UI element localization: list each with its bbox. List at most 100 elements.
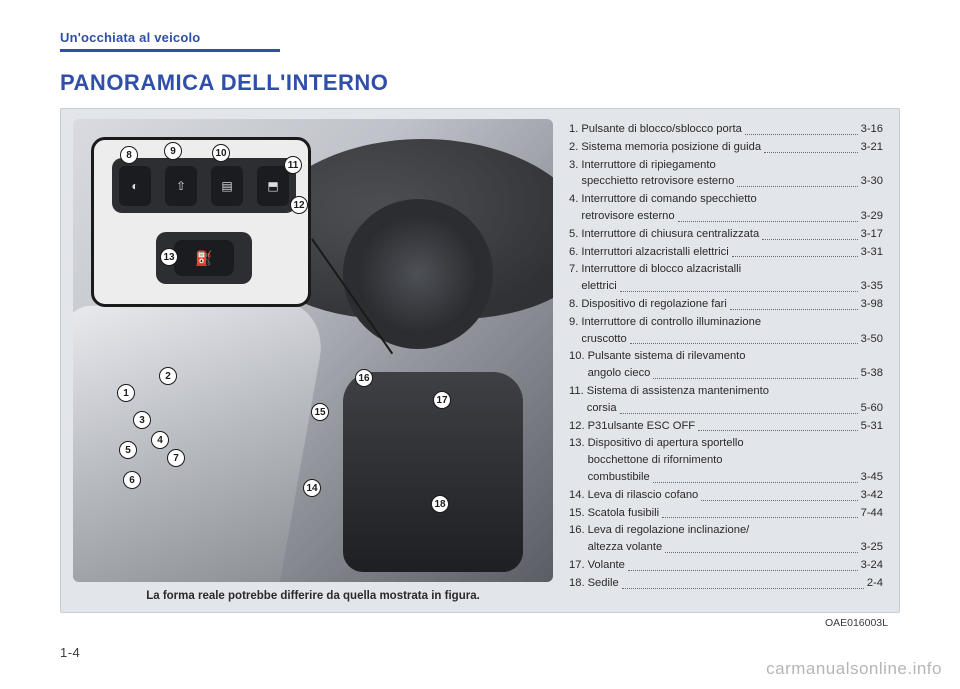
list-item: 14.Leva di rilascio cofano 3-42 (569, 487, 883, 504)
item-body: Leva di rilascio cofano 3-42 (585, 487, 883, 504)
item-line: Dispositivo di regolazione fari3-98 (581, 296, 883, 313)
callout-marker: 3 (133, 411, 151, 429)
leader-dots (745, 121, 858, 135)
item-text: Leva di regolazione inclinazione/ (588, 522, 750, 539)
item-number: 3. (569, 157, 578, 191)
item-body: Dispositivo di regolazione fari3-98 (578, 296, 883, 313)
figure-code: OAE016003L (60, 617, 900, 629)
leader-dots (620, 400, 858, 414)
callout-marker: 14 (303, 479, 321, 497)
item-text: Pulsante di blocco/sblocco porta (581, 121, 741, 138)
item-text: Interruttori alzacristalli elettrici (581, 244, 728, 261)
leader-dots (653, 469, 858, 483)
item-ref: 3-16 (861, 121, 883, 138)
item-line: Sedile2-4 (588, 575, 883, 592)
inset-button: ▤ (211, 166, 243, 206)
item-number: 7. (569, 261, 578, 295)
item-text: Sistema di assistenza mantenimento (587, 383, 769, 400)
list-item: 4.Interruttore di comando specchiettoret… (569, 191, 883, 225)
callout-marker: 9 (164, 142, 182, 160)
callout-marker: 10 (212, 144, 230, 162)
item-ref: 3-25 (861, 539, 883, 556)
list-item: 11.Sistema di assistenza mantenimentocor… (569, 383, 883, 417)
callout-marker: 16 (355, 369, 373, 387)
inset-button-row: ◐⇧▤⬒ (112, 158, 296, 213)
item-body: Sistema memoria posizione di guida 3-21 (578, 139, 883, 156)
callout-marker: 6 (123, 471, 141, 489)
item-number: 9. (569, 314, 578, 348)
item-ref: 3-42 (861, 487, 883, 504)
item-text: retrovisore esterno (581, 208, 674, 225)
item-body: Interruttore di controllo illuminazionec… (578, 314, 883, 348)
item-number: 10. (569, 348, 585, 382)
item-text: Leva di rilascio cofano (588, 487, 699, 504)
item-body: Scatola fusibili7-44 (585, 505, 883, 522)
list-item: 2.Sistema memoria posizione di guida3-21 (569, 139, 883, 156)
content-panel: ◐⇧▤⬒ ⛽ 8910111213 12345671415161718 La f… (60, 108, 900, 613)
callout-marker: 13 (160, 248, 178, 266)
running-head-rule (60, 49, 280, 52)
leader-dots (678, 208, 858, 222)
callout-marker: 17 (433, 391, 451, 409)
inset-button: ⬒ (257, 166, 289, 206)
item-text: bocchettone di rifornimento (588, 452, 723, 469)
item-body: Leva di regolazione inclinazione/altezza… (585, 522, 883, 556)
callout-marker: 5 (119, 441, 137, 459)
callout-marker: 1 (117, 384, 135, 402)
leader-dots (662, 505, 858, 519)
list-item: 5.Interruttore di chiusura centralizzata… (569, 226, 883, 243)
list-item: 13.Dispositivo di apertura sportellobocc… (569, 435, 883, 485)
item-body: Sistema di assistenza mantenimentocorsia… (584, 383, 883, 417)
leader-dots (620, 278, 858, 292)
item-ref: 5-60 (861, 400, 883, 417)
leader-dots (653, 365, 857, 379)
item-text: cruscotto (581, 331, 626, 348)
item-ref: 5-31 (861, 418, 883, 435)
item-number: 15. (569, 505, 585, 522)
item-text: altezza volante (588, 539, 663, 556)
item-text: specchietto retrovisore esterno (581, 173, 734, 190)
item-ref: 3-17 (861, 226, 883, 243)
list-item: 18.Sedile2-4 (569, 575, 883, 592)
item-body: Volante3-24 (585, 557, 883, 574)
item-line: Scatola fusibili7-44 (588, 505, 883, 522)
list-item: 9.Interruttore di controllo illuminazion… (569, 314, 883, 348)
leader-dots (701, 487, 857, 501)
callout-marker: 11 (284, 156, 302, 174)
item-ref: 3-29 (861, 208, 883, 225)
item-line: Interruttore di controllo illuminazione (581, 314, 883, 331)
item-text: Sistema memoria posizione di guida (581, 139, 761, 156)
item-ref: 3-21 (861, 139, 883, 156)
item-number: 11. (569, 383, 584, 417)
controls-inset: ◐⇧▤⬒ ⛽ 8910111213 (91, 137, 311, 307)
item-body: Interruttore di blocco alzacristallielet… (578, 261, 883, 295)
leader-dots (665, 539, 857, 553)
item-line: Interruttore di ripiegamento (581, 157, 883, 174)
item-text: Interruttore di chiusura centralizzata (581, 226, 759, 243)
item-line: Pulsante sistema di rilevamento (588, 348, 883, 365)
page-title: PANORAMICA DELL'INTERNO (60, 70, 900, 96)
item-number: 5. (569, 226, 578, 243)
item-text: Interruttore di controllo illuminazione (581, 314, 761, 331)
item-text: combustibile (588, 469, 650, 486)
list-item: 7.Interruttore di blocco alzacristalliel… (569, 261, 883, 295)
item-number: 6. (569, 244, 578, 261)
item-body: Interruttore di chiusura centralizzata 3-… (578, 226, 883, 243)
list-item: 17.Volante3-24 (569, 557, 883, 574)
item-line: Volante3-24 (588, 557, 883, 574)
item-text: Dispositivo di regolazione fari (581, 296, 727, 313)
item-ref: 3-45 (861, 469, 883, 486)
item-line: elettrici3-35 (581, 278, 883, 295)
leader-dots (737, 173, 857, 187)
item-text: elettrici (581, 278, 616, 295)
item-ref: 5-38 (861, 365, 883, 382)
list-item: 15.Scatola fusibili7-44 (569, 505, 883, 522)
callout-marker: 7 (167, 449, 185, 467)
item-body: Interruttori alzacristalli elettrici3-31 (578, 244, 883, 261)
inset-button: ◐ (119, 166, 151, 206)
item-line: Interruttore di chiusura centralizzata 3-… (581, 226, 883, 243)
item-line: Dispositivo di apertura sportello (588, 435, 883, 452)
item-number: 14. (569, 487, 585, 504)
item-text: Interruttore di blocco alzacristalli (581, 261, 741, 278)
callout-marker: 4 (151, 431, 169, 449)
